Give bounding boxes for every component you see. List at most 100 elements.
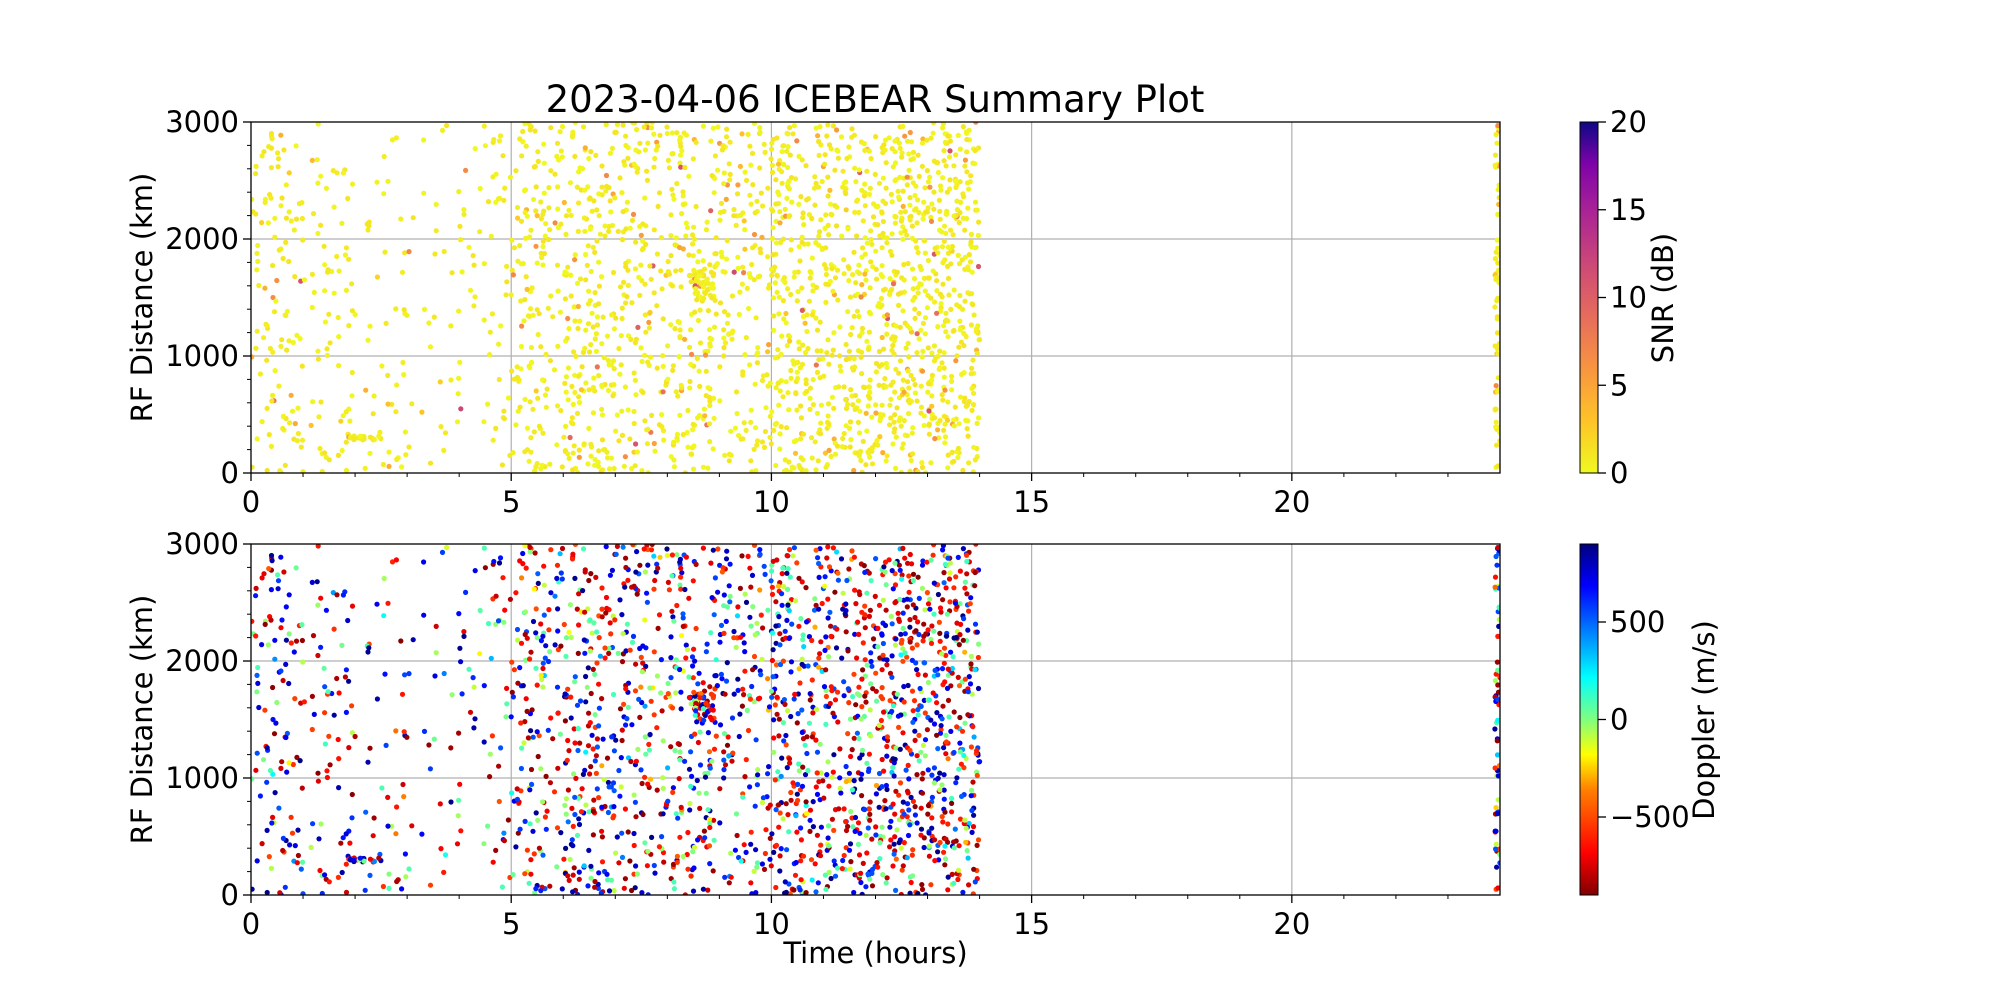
- scatter-point: [893, 434, 899, 440]
- scatter-point: [768, 578, 774, 584]
- scatter-point: [888, 415, 894, 421]
- scatter-point: [823, 245, 829, 251]
- scatter-point: [1494, 140, 1500, 146]
- scatter-point: [587, 648, 593, 654]
- scatter-point: [769, 272, 775, 278]
- scatter-point: [251, 196, 255, 202]
- scatter-point: [802, 350, 809, 356]
- scatter-point: [909, 852, 915, 858]
- scatter-point: [922, 672, 929, 678]
- scatter-point: [624, 199, 631, 205]
- scatter-point: [557, 731, 564, 737]
- scatter-point: [751, 122, 758, 126]
- scatter-point: [851, 554, 858, 560]
- scatter-point: [912, 192, 918, 199]
- scatter-point: [629, 887, 635, 894]
- scatter-point: [951, 417, 957, 423]
- scatter-point: [852, 392, 859, 399]
- scatter-point: [969, 807, 975, 814]
- scatter-point: [919, 163, 926, 169]
- scatter-point: [852, 406, 858, 412]
- scatter-point: [576, 876, 582, 882]
- scatter-point: [677, 749, 683, 755]
- scatter-point: [279, 759, 285, 765]
- scatter-point: [907, 551, 913, 558]
- scatter-point: [775, 583, 782, 589]
- scatter-point: [905, 379, 911, 385]
- scatter-point: [707, 439, 713, 445]
- scatter-point: [599, 585, 605, 591]
- scatter-point: [291, 649, 297, 655]
- scatter-point: [735, 182, 741, 188]
- scatter-point: [829, 352, 835, 358]
- scatter-point: [574, 702, 581, 708]
- scatter-point: [887, 276, 893, 282]
- scatter-point: [750, 182, 756, 188]
- scatter-point: [691, 267, 697, 273]
- scatter-point: [481, 739, 487, 745]
- scatter-point: [804, 810, 810, 817]
- scatter-point: [565, 686, 571, 692]
- scatter-point: [705, 465, 711, 471]
- scatter-point: [897, 567, 903, 573]
- scatter-point: [349, 703, 355, 709]
- scatter-point: [684, 225, 691, 231]
- scatter-point: [523, 657, 529, 663]
- scatter-point: [803, 377, 809, 383]
- scatter-point: [858, 294, 864, 300]
- scatter-point: [637, 714, 643, 721]
- scatter-point: [865, 346, 872, 352]
- scatter-point: [945, 887, 951, 893]
- scatter-point: [570, 450, 576, 456]
- scatter-point: [315, 230, 321, 237]
- scatter-point: [888, 818, 894, 824]
- scatter-point: [342, 674, 348, 680]
- scatter-point: [1496, 195, 1500, 201]
- scatter-point: [845, 686, 851, 692]
- scatter-point: [970, 302, 976, 308]
- scatter-point: [743, 599, 750, 606]
- scatter-point: [758, 190, 764, 196]
- scatter-point: [792, 176, 799, 182]
- scatter-point: [720, 143, 726, 149]
- scatter-point: [1494, 442, 1500, 448]
- scatter-point: [668, 655, 674, 661]
- scatter-point: [895, 291, 902, 297]
- scatter-point: [349, 308, 355, 314]
- scatter-point: [654, 365, 660, 371]
- scatter-point: [723, 256, 730, 262]
- scatter-point: [691, 844, 698, 850]
- scatter-point: [610, 613, 616, 619]
- scatter-point: [286, 338, 292, 344]
- scatter-point: [625, 407, 631, 413]
- scatter-point: [942, 387, 948, 393]
- scatter-point: [402, 429, 408, 435]
- scatter-point: [501, 197, 507, 203]
- scatter-point: [678, 143, 684, 149]
- scatter-point: [862, 235, 868, 241]
- scatter-point: [596, 705, 603, 711]
- scatter-point: [496, 798, 502, 805]
- scatter-point: [554, 140, 561, 146]
- scatter-point: [677, 666, 683, 673]
- scatter-point: [723, 618, 729, 625]
- scatter-point: [588, 453, 594, 459]
- scatter-point: [826, 142, 833, 148]
- scatter-point: [636, 696, 642, 702]
- scatter-point: [907, 617, 913, 623]
- scatter-point: [773, 662, 780, 668]
- scatter-point: [811, 607, 818, 613]
- scatter-point: [844, 577, 850, 584]
- scatter-point: [683, 220, 689, 226]
- scatter-point: [533, 243, 539, 249]
- scatter-point: [610, 191, 616, 197]
- scatter-point: [936, 619, 943, 625]
- scatter-point: [278, 668, 284, 674]
- scatter-point: [401, 729, 407, 735]
- scatter-point: [695, 837, 701, 843]
- scatter-point: [629, 465, 635, 472]
- scatter-point: [889, 146, 895, 152]
- scatter-point: [747, 274, 754, 280]
- scatter-point: [836, 384, 842, 390]
- scatter-point: [472, 716, 478, 722]
